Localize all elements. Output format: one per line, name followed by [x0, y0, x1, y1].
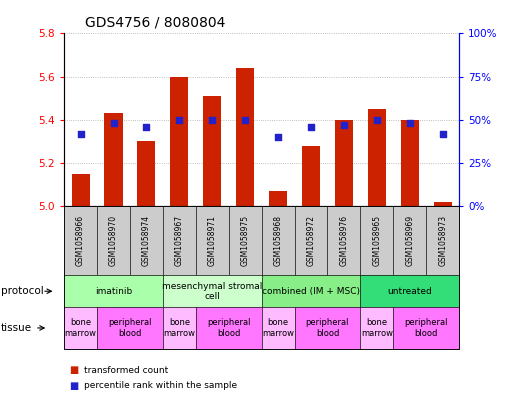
Text: untreated: untreated	[387, 287, 432, 296]
Point	[307, 124, 315, 130]
Text: GSM1058975: GSM1058975	[241, 215, 250, 266]
Text: GSM1058974: GSM1058974	[142, 215, 151, 266]
Point	[340, 122, 348, 128]
Point	[208, 117, 216, 123]
Text: tissue: tissue	[1, 323, 32, 333]
Text: GSM1058969: GSM1058969	[405, 215, 415, 266]
Bar	[368, 109, 386, 206]
Text: GSM1058976: GSM1058976	[340, 215, 348, 266]
Text: peripheral
blood: peripheral blood	[404, 318, 448, 338]
Point	[175, 117, 184, 123]
Text: GDS4756 / 8080804: GDS4756 / 8080804	[85, 15, 225, 29]
Text: peripheral
blood: peripheral blood	[207, 318, 250, 338]
Point	[142, 124, 150, 130]
Bar	[105, 113, 123, 206]
Bar	[137, 141, 155, 206]
Bar	[335, 120, 353, 206]
Text: GSM1058966: GSM1058966	[76, 215, 85, 266]
Text: bone
marrow: bone marrow	[361, 318, 393, 338]
Text: peripheral
blood: peripheral blood	[108, 318, 152, 338]
Text: GSM1058967: GSM1058967	[175, 215, 184, 266]
Point	[373, 117, 381, 123]
Text: combined (IM + MSC): combined (IM + MSC)	[262, 287, 360, 296]
Point	[274, 134, 282, 140]
Bar	[203, 96, 221, 206]
Text: peripheral
blood: peripheral blood	[306, 318, 349, 338]
Text: protocol: protocol	[1, 286, 44, 296]
Text: GSM1058965: GSM1058965	[372, 215, 381, 266]
Text: bone
marrow: bone marrow	[65, 318, 96, 338]
Bar	[71, 174, 90, 206]
Text: percentile rank within the sample: percentile rank within the sample	[84, 382, 236, 390]
Point	[439, 130, 447, 137]
Point	[241, 117, 249, 123]
Text: ■: ■	[69, 381, 78, 391]
Bar	[302, 146, 320, 206]
Text: GSM1058970: GSM1058970	[109, 215, 118, 266]
Bar	[433, 202, 452, 206]
Text: transformed count: transformed count	[84, 366, 168, 375]
Bar	[269, 191, 287, 206]
Text: imatinib: imatinib	[95, 287, 132, 296]
Text: GSM1058968: GSM1058968	[273, 215, 283, 266]
Bar	[170, 77, 188, 206]
Text: bone
marrow: bone marrow	[163, 318, 195, 338]
Point	[406, 120, 414, 127]
Text: GSM1058973: GSM1058973	[438, 215, 447, 266]
Bar	[401, 120, 419, 206]
Point	[109, 120, 117, 127]
Text: mesenchymal stromal
cell: mesenchymal stromal cell	[162, 281, 263, 301]
Text: ■: ■	[69, 365, 78, 375]
Text: bone
marrow: bone marrow	[262, 318, 294, 338]
Text: GSM1058971: GSM1058971	[208, 215, 217, 266]
Bar	[236, 68, 254, 206]
Point	[76, 130, 85, 137]
Text: GSM1058972: GSM1058972	[306, 215, 315, 266]
